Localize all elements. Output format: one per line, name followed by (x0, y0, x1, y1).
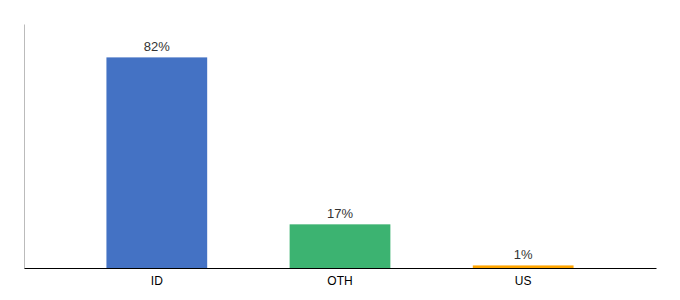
y-axis-line (24, 25, 25, 269)
x-axis: ID OTH US (25, 269, 657, 288)
bar (106, 57, 207, 268)
x-tick: OTH (327, 274, 352, 288)
x-axis-line (25, 268, 657, 269)
x-tick-label: US (515, 274, 532, 288)
chart-svg: ID OTH US 82% 17% 1% (0, 0, 680, 300)
bar (473, 265, 574, 268)
data-label: 17% (327, 206, 353, 221)
x-tick-label: ID (151, 274, 163, 288)
data-label: 1% (514, 247, 533, 262)
plot-area: ID OTH US 82% 17% 1% (25, 25, 657, 288)
chart-container: ID OTH US 82% 17% 1% (0, 0, 680, 300)
bar (290, 224, 391, 268)
data-labels: 82% 17% 1% (144, 39, 533, 262)
y-axis (24, 25, 25, 269)
x-tick: US (515, 274, 532, 288)
x-tick-label: OTH (327, 274, 352, 288)
x-tick: ID (151, 274, 163, 288)
data-label: 82% (144, 39, 170, 54)
bars (106, 57, 573, 268)
